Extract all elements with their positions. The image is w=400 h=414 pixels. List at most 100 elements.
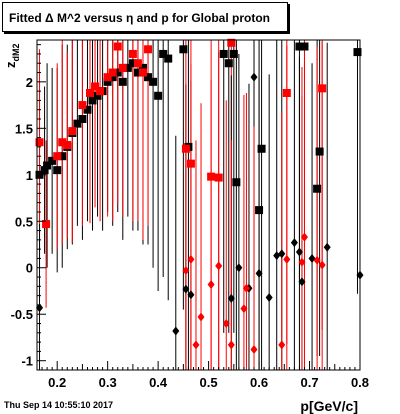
data-point [43,161,52,170]
x-tick-label: 0.2 [48,375,66,390]
data-point [144,73,153,82]
data-point [318,84,327,93]
data-point [300,42,309,51]
data-point [313,255,321,265]
data-point [214,173,223,182]
data-point [255,206,264,215]
data-point [91,82,100,91]
data-point [88,96,97,105]
x-tick-label: 0.8 [351,375,369,390]
data-point [172,326,180,336]
data-point [36,303,44,313]
data-point [144,45,153,54]
data-point [295,42,304,51]
y-tick-label: -0.5 [11,307,33,322]
y-tick-label: 2 [26,75,33,90]
data-point [207,172,216,181]
data-point [242,283,250,293]
data-point [250,72,258,82]
data-point [118,63,127,72]
data-point [128,49,137,58]
error-bars [39,40,361,370]
data-point [42,220,51,229]
data-point [308,253,316,263]
data-point [315,147,324,156]
data-point [53,152,62,161]
data-point [58,152,67,161]
y-tick-label: 1.5 [15,121,33,136]
data-point [227,340,235,350]
x-tick-label: 0.3 [99,375,117,390]
data-point [164,54,173,63]
data-point [138,63,147,72]
data-point [133,68,142,77]
data-point [78,101,87,110]
data-point [197,312,205,322]
data-point [68,127,77,136]
plot-frame [36,39,361,371]
data-point [159,49,168,58]
data-point [255,268,263,278]
data-point [35,138,44,147]
data-point [78,115,87,124]
data-point [48,156,57,165]
data-point [227,38,236,47]
data-point [40,166,49,175]
data-point [83,105,92,114]
data-point [265,292,273,302]
data-markers [35,38,364,355]
x-tick-label: 0.5 [200,375,218,390]
data-point [215,261,223,271]
data-point [229,49,238,58]
data-point [222,319,230,329]
data-point [353,48,362,57]
y-tick-label: 1 [26,168,33,183]
data-point [298,257,306,267]
data-point [282,88,291,97]
data-point [58,138,67,147]
data-point [313,184,322,193]
data-point [318,260,326,270]
timestamp: Thu Sep 14 10:55:10 2017 [4,400,114,410]
data-point [85,88,94,97]
x-tick-label: 0.7 [300,375,318,390]
data-point [154,91,163,100]
x-tick-label: 0.6 [250,375,268,390]
data-point [96,87,105,96]
data-point [227,293,235,303]
data-point [295,247,303,257]
data-point [93,91,102,100]
data-point [192,340,200,350]
data-point [224,59,233,68]
data-point [73,119,82,128]
svg-text:zdM2: zdM2 [3,44,21,69]
x-tick-label: 0.4 [149,375,168,390]
data-point [240,304,248,314]
data-point [323,242,331,252]
data-point [187,290,195,300]
data-point [103,73,112,82]
data-point [149,77,158,86]
data-point [181,144,190,153]
y-tick-label: 0.5 [15,214,33,229]
data-point [138,68,147,77]
data-point [250,345,258,355]
data-point [113,68,122,77]
data-point [108,73,117,82]
data-point [283,254,291,264]
data-point [128,59,137,68]
data-point [179,45,188,54]
data-point [63,141,72,150]
chart-title: Fitted Δ M^2 versus η and p for Global p… [2,2,288,32]
data-point [187,254,195,264]
data-point [273,251,281,261]
data-point [290,238,298,248]
data-point [182,266,190,276]
y-tick-label: 0 [26,261,33,276]
data-point [257,144,266,153]
data-point [133,59,142,68]
data-point [298,277,306,287]
data-point [235,263,243,273]
data-point [186,159,195,168]
